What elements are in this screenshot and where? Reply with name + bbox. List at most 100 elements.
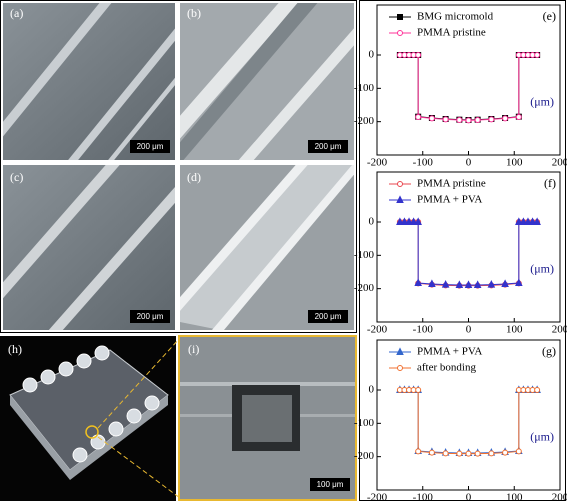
marker	[428, 449, 435, 456]
marker	[515, 448, 522, 455]
x-tick-label: 100	[506, 157, 523, 169]
chip-photo	[9, 345, 169, 480]
marker	[397, 181, 403, 187]
marker	[428, 279, 436, 287]
scale-bar-label: 100 μm	[317, 480, 344, 489]
x-tick-label: -200	[367, 324, 388, 336]
x-tick-label: 200	[552, 492, 567, 501]
marker	[456, 450, 463, 457]
panel-label: (a)	[10, 6, 23, 20]
marker	[414, 217, 422, 225]
y-tick-label: -100	[354, 417, 375, 429]
annotation: (μm)	[530, 429, 554, 443]
legend-label: PMMA + PVA	[417, 194, 482, 206]
x-tick-label: -100	[413, 157, 434, 169]
marker	[414, 278, 422, 286]
x-tick-label: 0	[466, 157, 472, 169]
sem-image	[180, 165, 354, 330]
marker	[396, 217, 404, 225]
marker	[534, 52, 541, 58]
marker	[456, 117, 463, 123]
marker	[442, 116, 449, 123]
marker	[474, 117, 481, 123]
panel-label: (f)	[544, 176, 556, 190]
series-line	[399, 54, 538, 121]
zoom-line	[97, 337, 181, 429]
marker	[396, 347, 404, 355]
scale-bar-label: 200 μm	[315, 312, 342, 321]
marker	[528, 217, 537, 225]
legend-label: PMMA pristine	[417, 27, 486, 39]
marker	[397, 14, 403, 20]
marker	[515, 278, 523, 286]
y-tick-label: -100	[354, 249, 375, 261]
marker	[397, 30, 403, 36]
series-line	[399, 389, 538, 454]
series-line	[399, 389, 538, 455]
x-tick-label: 100	[506, 324, 523, 336]
marker	[441, 280, 450, 288]
x-tick-label: -200	[367, 492, 388, 501]
x-tick-label: -200	[367, 157, 388, 169]
marker	[534, 387, 541, 393]
scale-bar	[130, 140, 170, 153]
series-line	[399, 221, 538, 287]
marker	[515, 217, 523, 225]
x-tick-label: -100	[413, 492, 434, 501]
panel-label: (g)	[542, 344, 556, 358]
panel-label: (h)	[8, 342, 22, 356]
legend-label: PMMA + PVA	[417, 346, 482, 358]
y-tick-label: -200	[354, 450, 375, 462]
marker	[397, 365, 403, 371]
scale-bar-label: 200 μm	[137, 312, 164, 321]
panel-label: (e)	[543, 9, 556, 23]
scale-bar	[310, 478, 350, 491]
marker	[415, 387, 422, 393]
scale-bar	[308, 310, 348, 323]
panel-label: (i)	[188, 342, 199, 356]
legend-label: PMMA pristine	[417, 178, 486, 190]
sem-image	[3, 165, 175, 330]
scale-bar-label: 200 μm	[137, 142, 164, 151]
y-tick-label: 0	[369, 216, 375, 228]
marker	[409, 217, 418, 225]
sem-image	[3, 3, 175, 160]
sem-image	[180, 337, 355, 499]
x-tick-label: 200	[552, 157, 567, 169]
marker	[487, 280, 496, 288]
x-tick-label: 0	[466, 324, 472, 336]
scale-bar-label: 200 μm	[315, 142, 342, 151]
x-tick-label: 100	[506, 492, 523, 501]
marker	[474, 450, 481, 457]
panel-border	[178, 335, 357, 501]
y-tick-label: 0	[369, 49, 375, 61]
legend-label: after bonding	[417, 362, 476, 374]
panel-label: (c)	[10, 170, 23, 184]
marker	[488, 450, 495, 457]
y-tick-label: 0	[369, 384, 375, 396]
y-tick-label: -200	[354, 282, 375, 294]
x-tick-label: 200	[552, 324, 567, 336]
marker	[442, 450, 449, 457]
sem-image	[180, 3, 354, 160]
marker	[465, 117, 472, 124]
marker	[473, 280, 482, 288]
series-line	[399, 221, 538, 286]
scale-bar	[308, 140, 348, 153]
marker	[428, 115, 435, 122]
frame	[359, 0, 566, 501]
panel-label: (b)	[187, 6, 201, 20]
marker	[519, 217, 528, 225]
annotation: (μm)	[530, 94, 554, 108]
marker	[455, 280, 464, 288]
y-tick-label: -200	[354, 115, 375, 127]
marker	[533, 217, 541, 225]
marker	[524, 217, 532, 225]
marker	[464, 280, 473, 288]
marker	[396, 195, 404, 203]
x-tick-label: -100	[413, 324, 434, 336]
marker	[488, 116, 495, 123]
marker	[501, 279, 509, 287]
